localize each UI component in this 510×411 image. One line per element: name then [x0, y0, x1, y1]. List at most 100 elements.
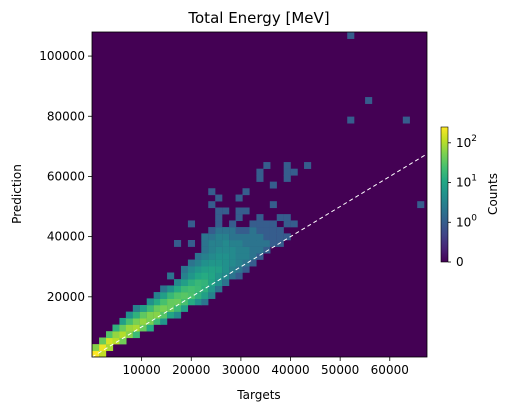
heatmap-cell — [222, 279, 230, 287]
heatmap-cell — [174, 305, 182, 312]
heatmap-cell — [194, 298, 202, 306]
y-axis-label: Prediction — [10, 164, 24, 224]
colorbar-tick-label: 100 — [456, 213, 477, 229]
heatmap-cell — [187, 298, 196, 306]
heatmap-cell — [208, 272, 216, 280]
heatmap-cell — [215, 265, 223, 273]
heatmap-cell — [187, 265, 196, 273]
heatmap-cell — [215, 240, 223, 247]
heatmap-cell — [201, 240, 209, 247]
x-tick-label: 30000 — [222, 363, 260, 377]
heatmap-cell — [208, 201, 216, 209]
heatmap-cell — [194, 285, 202, 293]
heatmap-cell — [180, 285, 189, 293]
heatmap-cell — [174, 240, 182, 247]
heatmap-cell — [187, 279, 196, 287]
reference-line — [92, 153, 427, 357]
heatmap-cell — [304, 162, 312, 169]
heatmap-cell — [215, 214, 223, 222]
colorbar-tick-exponent: 1 — [471, 174, 477, 184]
heatmap-cell — [139, 305, 147, 312]
heatmap-cell — [174, 311, 182, 319]
heatmap-cell — [249, 227, 257, 234]
heatmap-cell — [222, 246, 230, 254]
heatmap-cell — [222, 240, 230, 247]
heatmap-cell — [201, 233, 209, 241]
heatmap-cell — [235, 240, 243, 247]
heatmap-cell — [208, 265, 216, 273]
heatmap-cell — [249, 246, 257, 254]
heatmap-cell — [229, 220, 237, 228]
heatmap-cell — [167, 298, 175, 306]
heatmap-cell — [269, 227, 277, 234]
heatmap-cell — [208, 227, 216, 234]
colorbar-label: Counts — [486, 173, 500, 215]
heatmap-cell — [139, 311, 147, 319]
heatmap-cell — [229, 272, 237, 280]
heatmap-cells — [92, 32, 425, 357]
heatmap-cell — [201, 252, 209, 260]
y-axis-ticks: 20000 40000 60000 80000 100000 — [39, 49, 92, 304]
heatmap-cell — [249, 220, 257, 228]
y-tick-label: 40000 — [47, 230, 85, 244]
heatmap-cell — [174, 292, 182, 299]
heatmap-cell — [194, 279, 202, 287]
heatmap-cell — [153, 317, 161, 325]
heatmap-cell — [167, 311, 175, 319]
heatmap-cell — [132, 305, 140, 312]
heatmap-cell — [365, 97, 373, 104]
heatmap-cell — [276, 227, 284, 234]
heatmap-cell — [153, 298, 161, 306]
heatmap-cell — [290, 220, 298, 228]
heatmap-cell — [235, 227, 243, 234]
heatmap-cell — [256, 214, 264, 222]
heatmap-cell — [263, 240, 271, 247]
colorbar-tick-exponent: 2 — [471, 134, 477, 144]
heatmap-cell — [160, 305, 168, 312]
heatmap-cell — [180, 298, 189, 306]
heatmap-cell — [215, 233, 223, 241]
heatmap-cell — [174, 279, 182, 287]
heatmap-cell — [256, 220, 264, 228]
colorbar-tick-label: 101 — [456, 174, 477, 190]
heatmap-cell — [229, 233, 237, 241]
y-tick-label: 60000 — [47, 169, 85, 183]
heatmap-cell — [208, 292, 216, 299]
x-tick-label: 60000 — [371, 363, 409, 377]
heatmap-cell — [256, 233, 264, 241]
heatmap-cell — [146, 317, 154, 325]
heatmap-cell — [201, 279, 209, 287]
heatmap-cell — [235, 194, 243, 202]
heatmap-cell — [153, 305, 161, 312]
heatmap-cell — [174, 285, 182, 293]
heatmap-cell — [201, 272, 209, 280]
heatmap-cell — [242, 246, 250, 254]
x-axis-ticks: 10000 20000 30000 40000 50000 60000 — [123, 357, 409, 377]
heatmap-cell — [235, 259, 243, 267]
heatmap-cell — [235, 272, 243, 280]
heatmap-cell — [235, 252, 243, 260]
heatmap-cell — [112, 331, 120, 339]
heatmap-cell — [139, 317, 147, 325]
heatmap-cell — [208, 285, 216, 293]
heatmap-cell — [194, 272, 202, 280]
heatmap-cell — [167, 305, 175, 312]
heatmap-cell — [276, 240, 284, 247]
heatmap-cell — [229, 252, 237, 260]
heatmap-cell — [269, 201, 277, 209]
heatmap-cell — [215, 220, 223, 228]
heatmap-cell — [263, 233, 271, 241]
heatmap-cell — [347, 116, 355, 124]
heatmap-cell — [249, 240, 257, 247]
heatmap-cell — [215, 285, 223, 293]
heatmap-cell — [402, 116, 410, 124]
heatmap-cell — [222, 207, 230, 215]
heatmap-cell — [242, 259, 250, 267]
heatmap-cell — [256, 227, 264, 234]
heatmap-cell — [92, 344, 100, 352]
heatmap-cell — [256, 175, 264, 182]
heatmap-cell — [283, 214, 291, 222]
heatmap-cell — [242, 240, 250, 247]
x-tick-label: 50000 — [321, 363, 359, 377]
